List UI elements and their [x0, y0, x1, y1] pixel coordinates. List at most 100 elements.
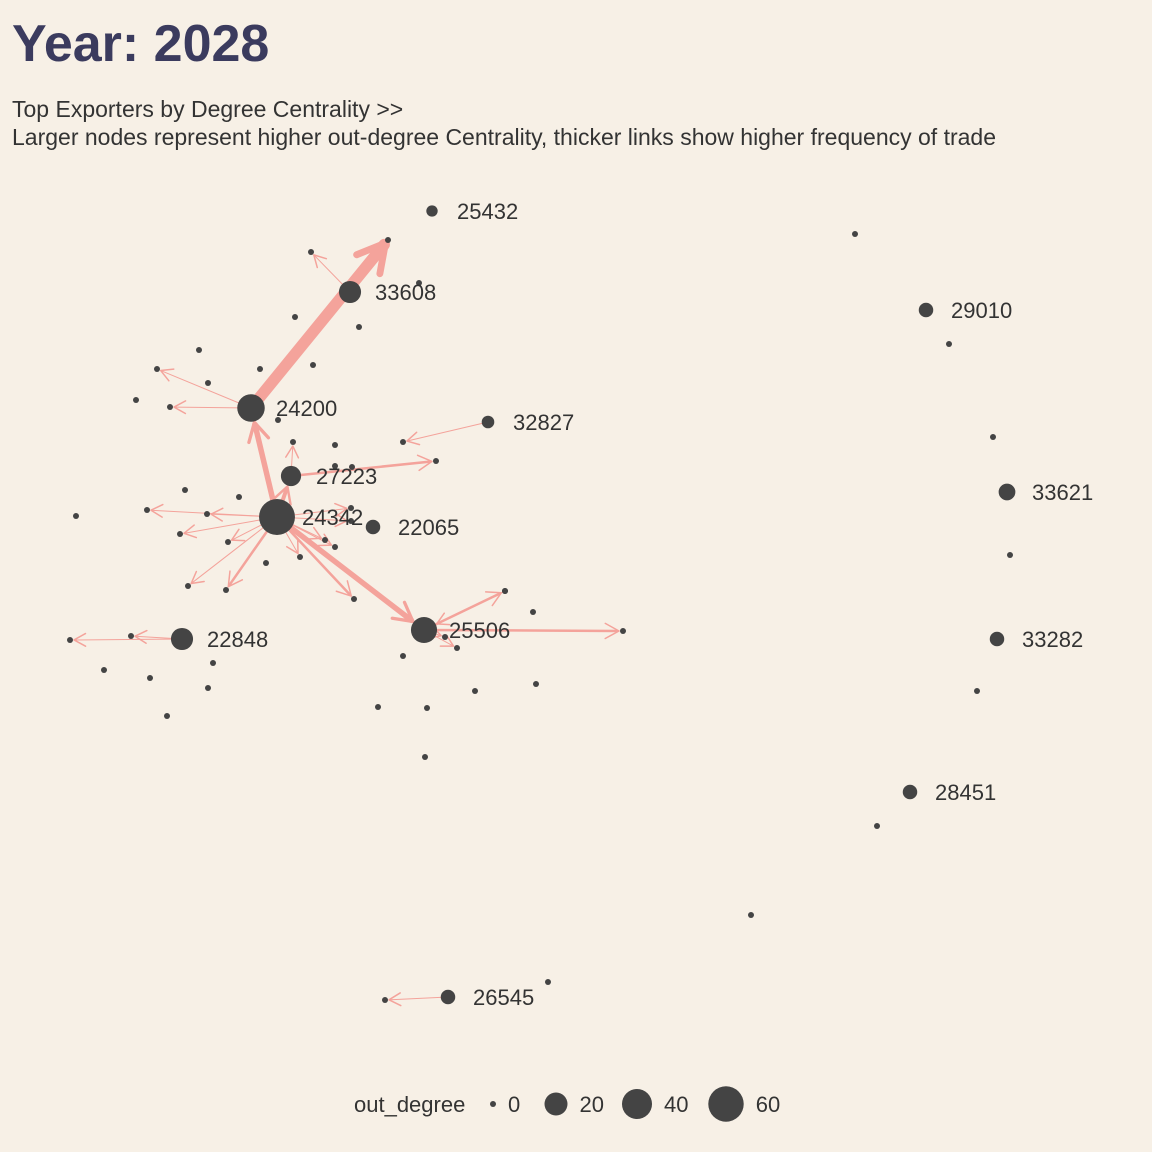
node-33621 [998, 483, 1016, 501]
edge-24200-n8 [159, 368, 252, 409]
node-33282 [989, 631, 1005, 647]
node-unlabeled [416, 280, 422, 286]
node-label-22848: 22848 [207, 627, 268, 652]
legend-label-0: 0 [508, 1092, 520, 1117]
node-unlabeled [128, 633, 134, 639]
node-29010 [918, 302, 934, 318]
edge-line [245, 238, 390, 414]
edge-24342-n22 [150, 503, 278, 518]
node-unlabeled [67, 637, 73, 643]
node-label-27223: 27223 [316, 464, 377, 489]
node-label-25506: 25506 [449, 618, 510, 643]
edge-arrowhead [150, 503, 164, 518]
node-25432 [426, 205, 438, 217]
node-unlabeled [1007, 552, 1013, 558]
edge-arrowhead [173, 400, 187, 415]
node-label-22065: 22065 [398, 515, 459, 540]
node-24342 [259, 499, 295, 535]
edge-line [390, 996, 449, 1001]
node-22065 [365, 519, 381, 535]
edge-arrowhead [190, 570, 205, 585]
legend-key-60 [708, 1086, 744, 1122]
node-unlabeled [297, 554, 303, 560]
edge-arrowhead [334, 513, 348, 528]
node-unlabeled [164, 713, 170, 719]
node-unlabeled [205, 380, 211, 386]
legend-key-20 [544, 1092, 568, 1116]
node-unlabeled [177, 531, 183, 537]
node-unlabeled [946, 341, 952, 347]
node-unlabeled [433, 458, 439, 464]
edge-arrowhead [210, 507, 224, 522]
node-unlabeled [454, 645, 460, 651]
node-unlabeled [204, 511, 210, 517]
node-unlabeled [852, 231, 858, 237]
node-unlabeled [310, 362, 316, 368]
node-unlabeled [442, 634, 448, 640]
edge-line [422, 628, 619, 633]
node-label-33621: 33621 [1032, 480, 1093, 505]
edge-27223-n19 [289, 454, 433, 478]
node-label-26545: 26545 [473, 985, 534, 1010]
edge-arrowhead [313, 254, 328, 269]
page-title: Year: 2028 [12, 15, 270, 73]
subtitle-line-2: Larger nodes represent higher out-degree… [12, 124, 997, 150]
node-unlabeled [502, 588, 508, 594]
edge-24342-25506 [274, 514, 415, 624]
edge-line [408, 421, 489, 442]
node-unlabeled [223, 587, 229, 593]
node-label-29010: 29010 [951, 298, 1012, 323]
node-unlabeled [748, 912, 754, 918]
node-33608 [338, 280, 362, 304]
legend-title: out_degree [354, 1092, 465, 1117]
node-unlabeled [349, 464, 355, 470]
node-label-25432: 25432 [457, 199, 518, 224]
node-unlabeled [382, 997, 388, 1003]
node-unlabeled [332, 442, 338, 448]
edge-arrowhead [227, 570, 244, 588]
edge-arrowhead [272, 485, 292, 506]
edge-arrowhead [353, 239, 389, 278]
edge-line [75, 638, 183, 641]
edges-layer [73, 238, 620, 1007]
edge-25506-n40 [422, 622, 620, 640]
node-label-33608: 33608 [375, 280, 436, 305]
edge-arrowhead [134, 629, 148, 644]
node-unlabeled [620, 628, 626, 634]
node-unlabeled [290, 439, 296, 445]
node-unlabeled [182, 487, 188, 493]
node-unlabeled [874, 823, 880, 829]
node-unlabeled [385, 237, 391, 243]
node-label-33282: 33282 [1022, 627, 1083, 652]
node-22848 [170, 627, 194, 651]
legend-key-0 [490, 1101, 496, 1107]
edge-arrowhead [286, 539, 299, 555]
legend-key-40 [621, 1088, 653, 1120]
node-label-24200: 24200 [276, 396, 337, 421]
edge-24200-n2 [245, 238, 390, 414]
node-unlabeled [257, 366, 263, 372]
node-unlabeled [348, 518, 354, 524]
node-unlabeled [275, 417, 281, 423]
edge-line [289, 460, 432, 478]
node-unlabeled [424, 705, 430, 711]
node-unlabeled [185, 583, 191, 589]
node-unlabeled [400, 653, 406, 659]
node-unlabeled [308, 249, 314, 255]
node-unlabeled [322, 537, 328, 543]
edge-arrowhead [416, 454, 433, 472]
node-unlabeled [332, 463, 338, 469]
node-unlabeled [545, 979, 551, 985]
node-unlabeled [167, 404, 173, 410]
edge-line [274, 514, 415, 623]
edge-arrowhead [334, 502, 348, 517]
edge-arrowhead [390, 600, 415, 624]
node-unlabeled [147, 675, 153, 681]
edge-arrowhead [230, 528, 246, 542]
node-unlabeled [530, 609, 536, 615]
node-unlabeled [351, 596, 357, 602]
node-25506 [410, 616, 438, 644]
edge-arrowhead [247, 420, 271, 445]
